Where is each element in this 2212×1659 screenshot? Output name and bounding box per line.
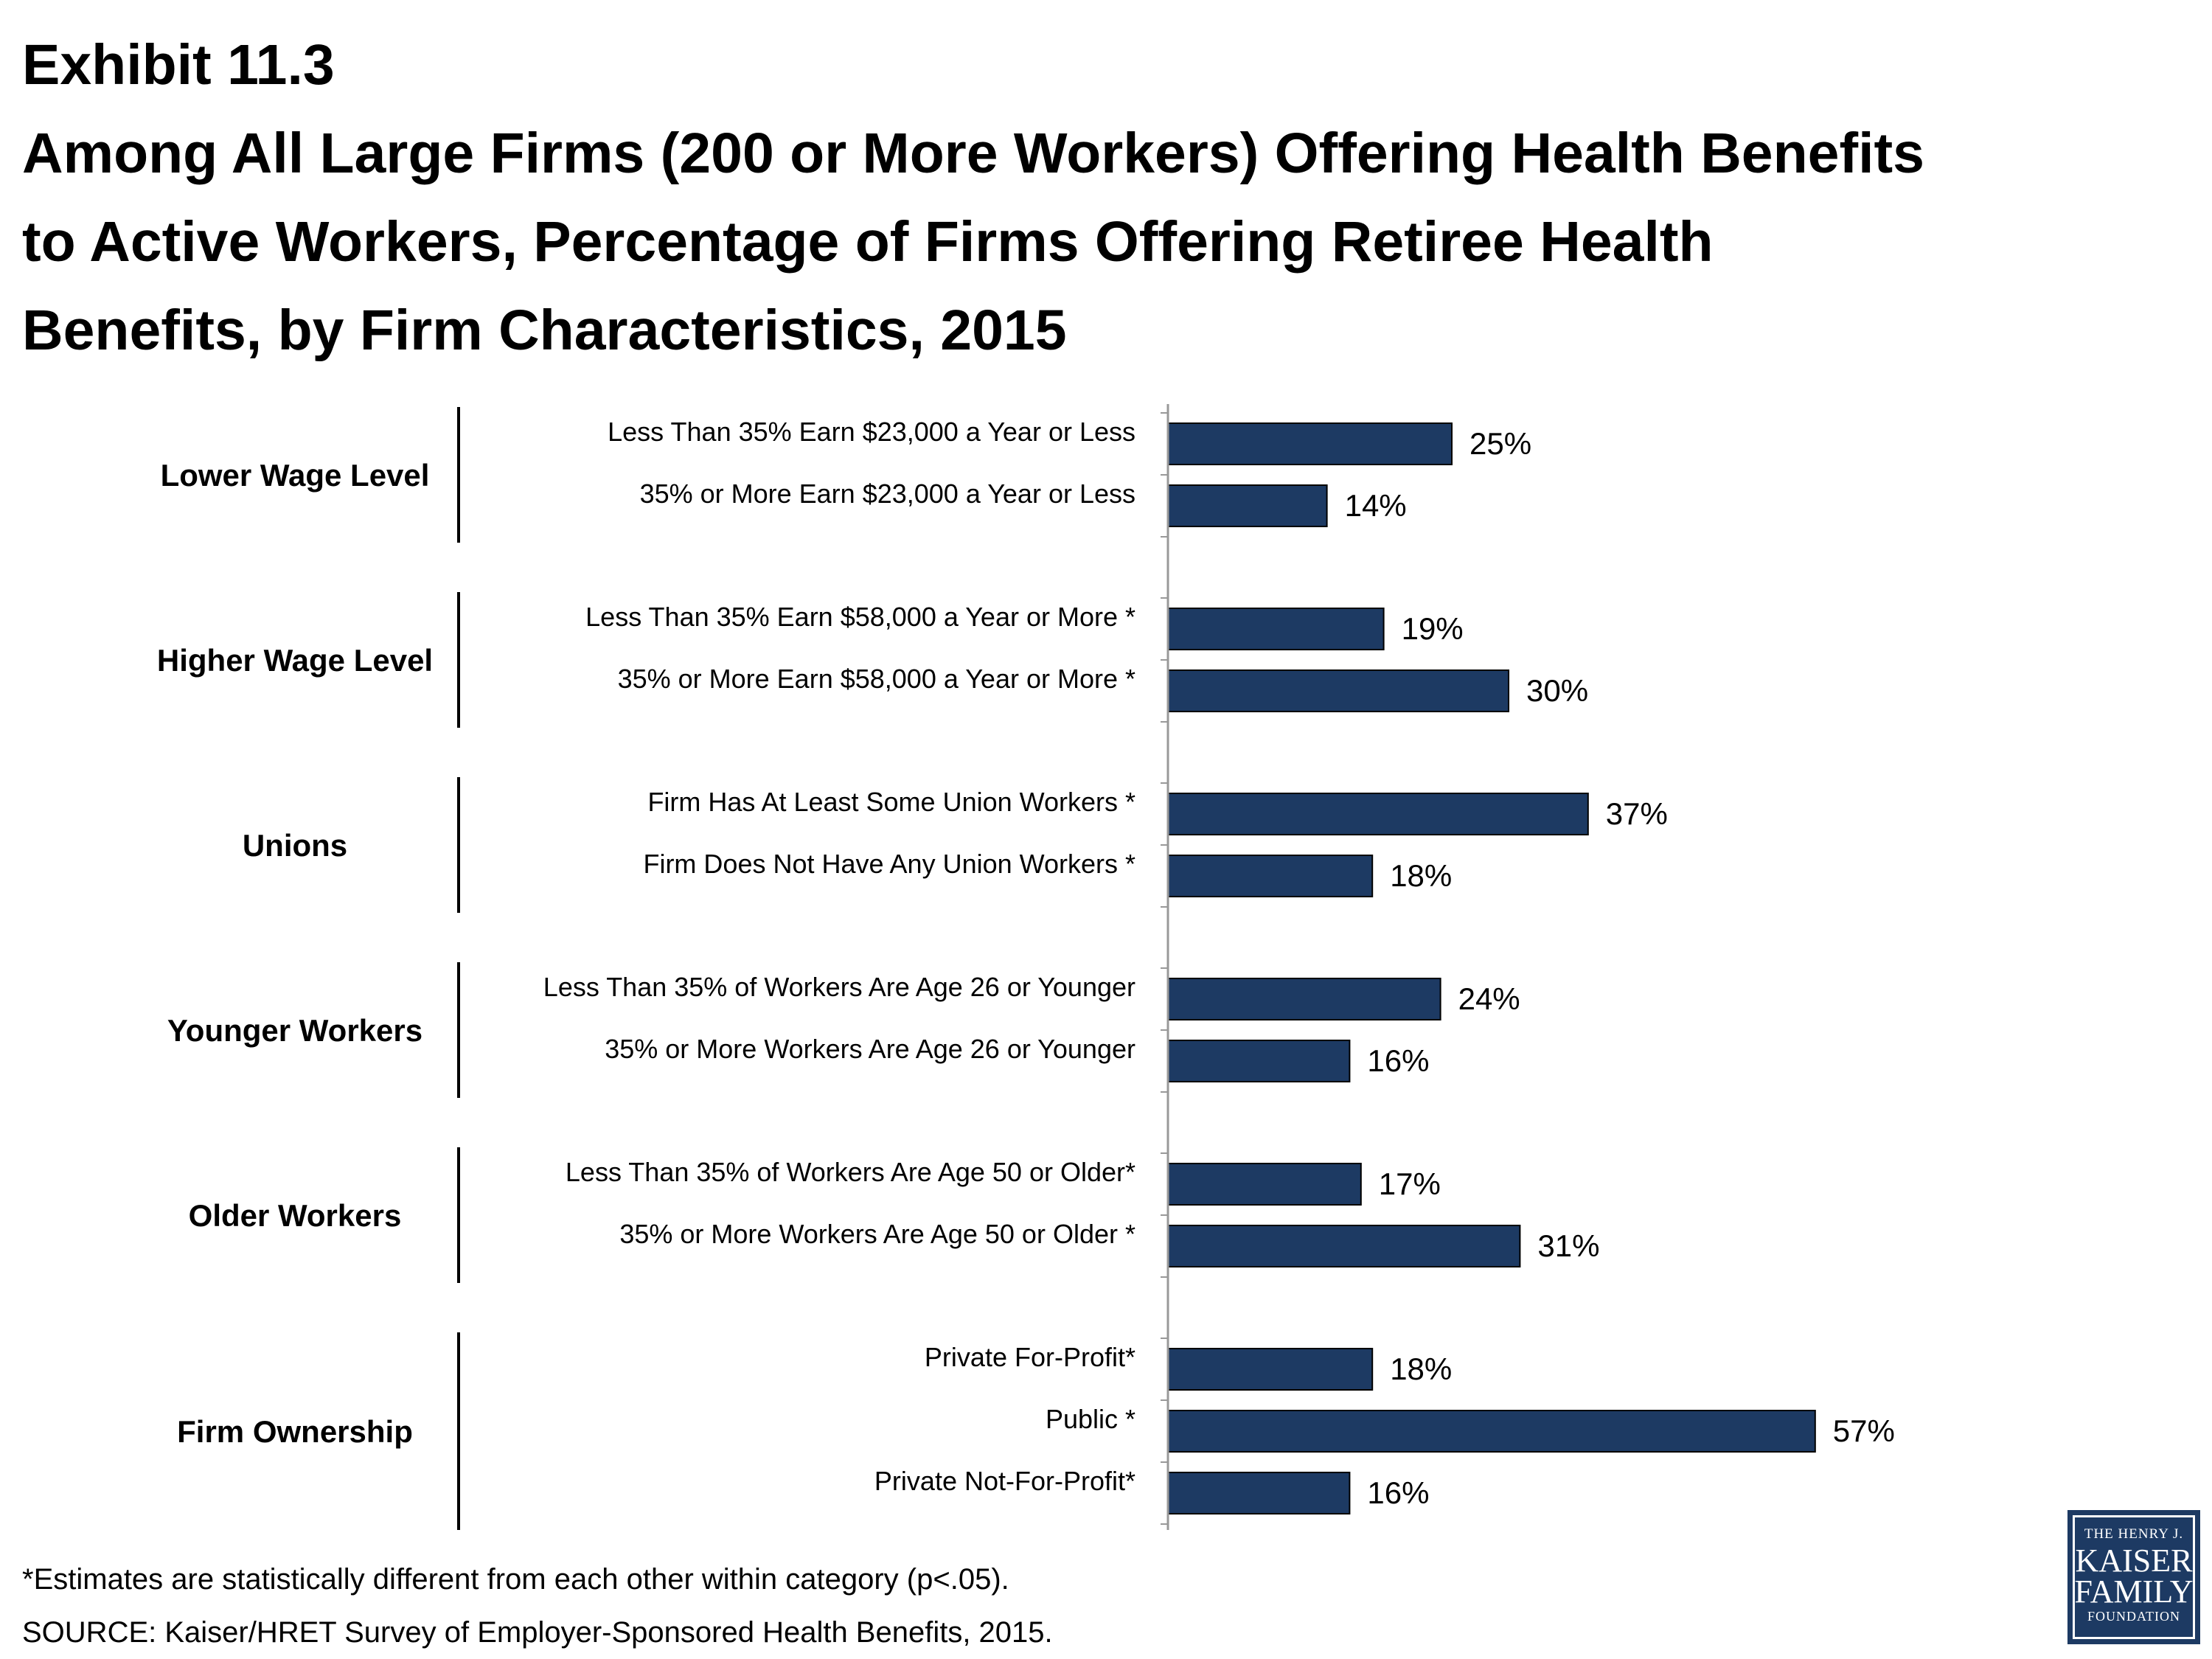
bar	[1167, 484, 1328, 527]
data-label: 30%	[1526, 673, 1588, 708]
title-block: Exhibit 11.3 Among All Large Firms (200 …	[22, 21, 2190, 375]
bar	[1167, 1472, 1351, 1514]
chart-title-line-1: Among All Large Firms (200 or More Worke…	[22, 122, 1924, 185]
data-label: 57%	[1833, 1413, 1895, 1448]
category-label: 35% or More Earn $23,000 a Year or Less	[640, 479, 1135, 509]
data-label: 16%	[1367, 1475, 1429, 1510]
category-label: 35% or More Earn $58,000 a Year or More …	[618, 664, 1135, 694]
bar	[1167, 422, 1453, 465]
data-label: 18%	[1390, 1352, 1452, 1386]
category-label: 35% or More Workers Are Age 26 or Younge…	[605, 1034, 1135, 1064]
group-label: Higher Wage Level	[157, 643, 433, 678]
significance-footnote: *Estimates are statistically different f…	[22, 1563, 1009, 1596]
logo-line-1: THE HENRY J.	[2084, 1526, 2184, 1542]
bar	[1167, 1225, 1521, 1267]
category-label: Less Than 35% Earn $23,000 a Year or Les…	[608, 417, 1135, 447]
data-label: 19%	[1402, 611, 1464, 646]
logo-line-3: FAMILY	[2074, 1573, 2194, 1610]
bar-chart: 25% Less Than 35% Earn $23,000 a Year or …	[157, 404, 1895, 1530]
data-label: 16%	[1367, 1043, 1429, 1078]
bar	[1167, 1410, 1816, 1453]
bar	[1167, 1348, 1374, 1391]
chart-title-line-3: Benefits, by Firm Characteristics, 2015	[22, 299, 1067, 362]
chart-title-line-2: to Active Workers, Percentage of Firms O…	[22, 210, 1714, 274]
bar	[1167, 855, 1374, 897]
category-label: Firm Has At Least Some Union Workers *	[647, 787, 1135, 817]
category-label: Less Than 35% of Workers Are Age 26 or Y…	[543, 972, 1135, 1002]
exhibit-number: Exhibit 11.3	[22, 33, 335, 97]
logo-line-2: KAISER	[2075, 1543, 2193, 1579]
source-note: SOURCE: Kaiser/HRET Survey of Employer-S…	[22, 1616, 1053, 1649]
group-label: Older Workers	[189, 1198, 402, 1233]
category-label: Less Than 35% Earn $58,000 a Year or Mor…	[585, 602, 1135, 632]
bar	[1167, 669, 1509, 712]
data-label: 31%	[1537, 1228, 1599, 1263]
logo-line-4: FOUNDATION	[2087, 1609, 2180, 1624]
data-label: 14%	[1345, 488, 1407, 523]
category-label: Less Than 35% of Workers Are Age 50 or O…	[566, 1157, 1135, 1187]
category-label: Private For-Profit*	[925, 1342, 1135, 1372]
category-label: Private Not-For-Profit*	[874, 1466, 1135, 1496]
group-label: Unions	[243, 828, 347, 863]
bar	[1167, 978, 1441, 1020]
group-label: Lower Wage Level	[161, 458, 430, 493]
data-label: 25%	[1470, 426, 1531, 461]
bar	[1167, 1163, 1362, 1206]
group-label: Younger Workers	[167, 1013, 422, 1048]
data-label: 37%	[1606, 796, 1668, 831]
bar	[1167, 608, 1385, 650]
data-label: 17%	[1379, 1166, 1441, 1201]
bar	[1167, 1040, 1351, 1082]
category-label: Public *	[1046, 1404, 1135, 1434]
category-label: 35% or More Workers Are Age 50 or Older …	[619, 1219, 1135, 1249]
data-label: 24%	[1458, 981, 1520, 1016]
bar	[1167, 793, 1589, 835]
category-label: Firm Does Not Have Any Union Workers *	[643, 849, 1135, 879]
kff-logo: THE HENRY J. KAISER FAMILY FOUNDATION	[2067, 1510, 2200, 1644]
data-label: 18%	[1390, 858, 1452, 893]
group-label: Firm Ownership	[177, 1414, 413, 1449]
